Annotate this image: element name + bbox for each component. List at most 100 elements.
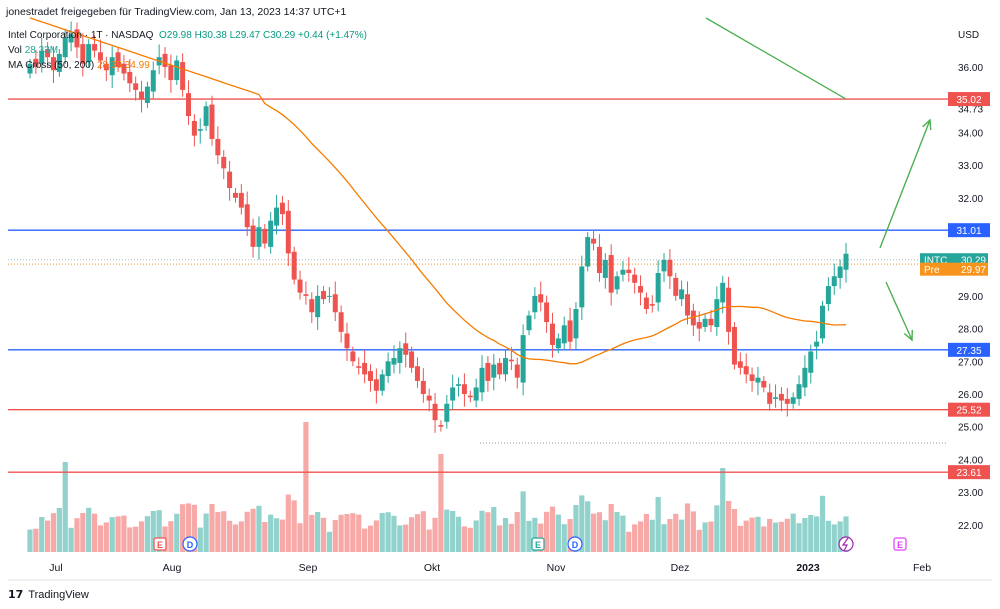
volume-bar [273, 518, 280, 552]
volume-bar [655, 497, 661, 552]
volume-bar [819, 495, 826, 552]
volume-bar [544, 511, 550, 552]
candle-body [27, 63, 33, 74]
volume-bar [138, 521, 145, 552]
volume-bar [356, 514, 362, 552]
down-arrow [885, 281, 913, 341]
volume-bar [784, 518, 790, 552]
event-marker-label: D [572, 540, 579, 550]
candle-body [103, 63, 109, 71]
volume-bar [684, 503, 691, 552]
candle-body [203, 106, 209, 126]
x-tick-label: Nov [547, 562, 566, 574]
volume-bar [279, 519, 286, 552]
candle-body [373, 379, 379, 391]
volume-bar [97, 525, 104, 552]
candle-body [544, 302, 550, 323]
candle-body [315, 295, 321, 318]
candle-body [632, 274, 638, 283]
candle-body [127, 71, 133, 84]
candle-body [491, 364, 497, 378]
volume-bar [737, 525, 743, 552]
volume-bar [203, 513, 209, 552]
y-tick-label: 34.00 [958, 128, 983, 139]
y-tick-label: 23.00 [958, 488, 983, 499]
trendline [705, 17, 847, 100]
level-tag-label: 31.01 [956, 226, 981, 237]
candle-body [397, 348, 403, 363]
candle-body [825, 286, 831, 305]
volume-bar [80, 513, 86, 552]
candle-body [332, 294, 338, 313]
volume-bar [115, 516, 121, 552]
tradingview-logo[interactable]: 17 TradingView [8, 588, 89, 601]
candle-body [121, 63, 127, 74]
candle-body [820, 305, 826, 339]
volume-bar [620, 515, 626, 552]
volume-bar [602, 520, 608, 552]
y-tick-label: 33.00 [958, 161, 983, 172]
volume-bar [362, 528, 368, 552]
event-marker-earnings [893, 537, 907, 551]
volume-bar [403, 524, 409, 552]
volume-bar [485, 512, 491, 552]
volume-bar [262, 522, 268, 552]
volume-bar [491, 507, 497, 552]
candle-body [602, 259, 608, 278]
candle-body [778, 394, 784, 401]
candle-body [579, 266, 585, 308]
candle-body [808, 351, 814, 373]
candle-body [508, 359, 514, 362]
level-tag [948, 223, 990, 238]
candle-body [790, 397, 796, 404]
volume-bar [532, 517, 538, 552]
volume-bar [109, 517, 115, 552]
candle-body [773, 397, 779, 399]
event-marker-earnings [531, 537, 545, 551]
legend-ma-label[interactable]: MA Cross (50, 200) [8, 60, 95, 71]
volume-bar [33, 528, 39, 552]
x-tick-label: 2023 [796, 562, 820, 574]
level-tag-label: 23.61 [956, 468, 981, 479]
tradingview-logo-icon: 17 [8, 588, 24, 601]
y-tick-label: 24.00 [958, 455, 983, 466]
volume-bar [526, 520, 532, 552]
y-tick-label: 29.00 [958, 292, 983, 303]
legend-volume-value: 28.33M [24, 45, 59, 56]
volume-bar [309, 515, 315, 552]
volume-bar [379, 513, 385, 552]
candle-body [238, 192, 244, 208]
volume-bar [39, 517, 45, 552]
legend-symbol[interactable]: Intel Corporation · 1T · NASDAQ [8, 30, 154, 41]
volume-bar [661, 524, 667, 552]
candle-body [784, 398, 790, 404]
volume-bar [156, 510, 162, 552]
candle-body [614, 276, 620, 290]
candle-body [39, 50, 45, 64]
candle-body [256, 227, 262, 247]
volume-bar [473, 520, 479, 552]
candle-body [843, 253, 849, 270]
candle-body [303, 294, 309, 296]
candle-body [109, 57, 115, 76]
candle-body [497, 362, 503, 375]
candle-body [62, 37, 68, 58]
volume-bar [168, 521, 174, 552]
volume-bar [68, 527, 74, 552]
candle-body [309, 299, 315, 313]
volume-bar [649, 519, 655, 552]
volume-bar [772, 522, 779, 552]
candle-body [673, 277, 679, 296]
volume-bar [367, 525, 374, 552]
candle-body [168, 65, 174, 81]
legend-volume-label[interactable]: Vol [8, 45, 22, 56]
candle-body [767, 392, 773, 404]
candle-body [561, 325, 567, 344]
volume-bar [450, 511, 456, 552]
volume-bar [127, 527, 133, 552]
volume-bar [50, 513, 57, 552]
volume-bar [320, 517, 327, 552]
y-tick-label: 27.00 [958, 357, 983, 368]
candle-body [139, 91, 145, 100]
